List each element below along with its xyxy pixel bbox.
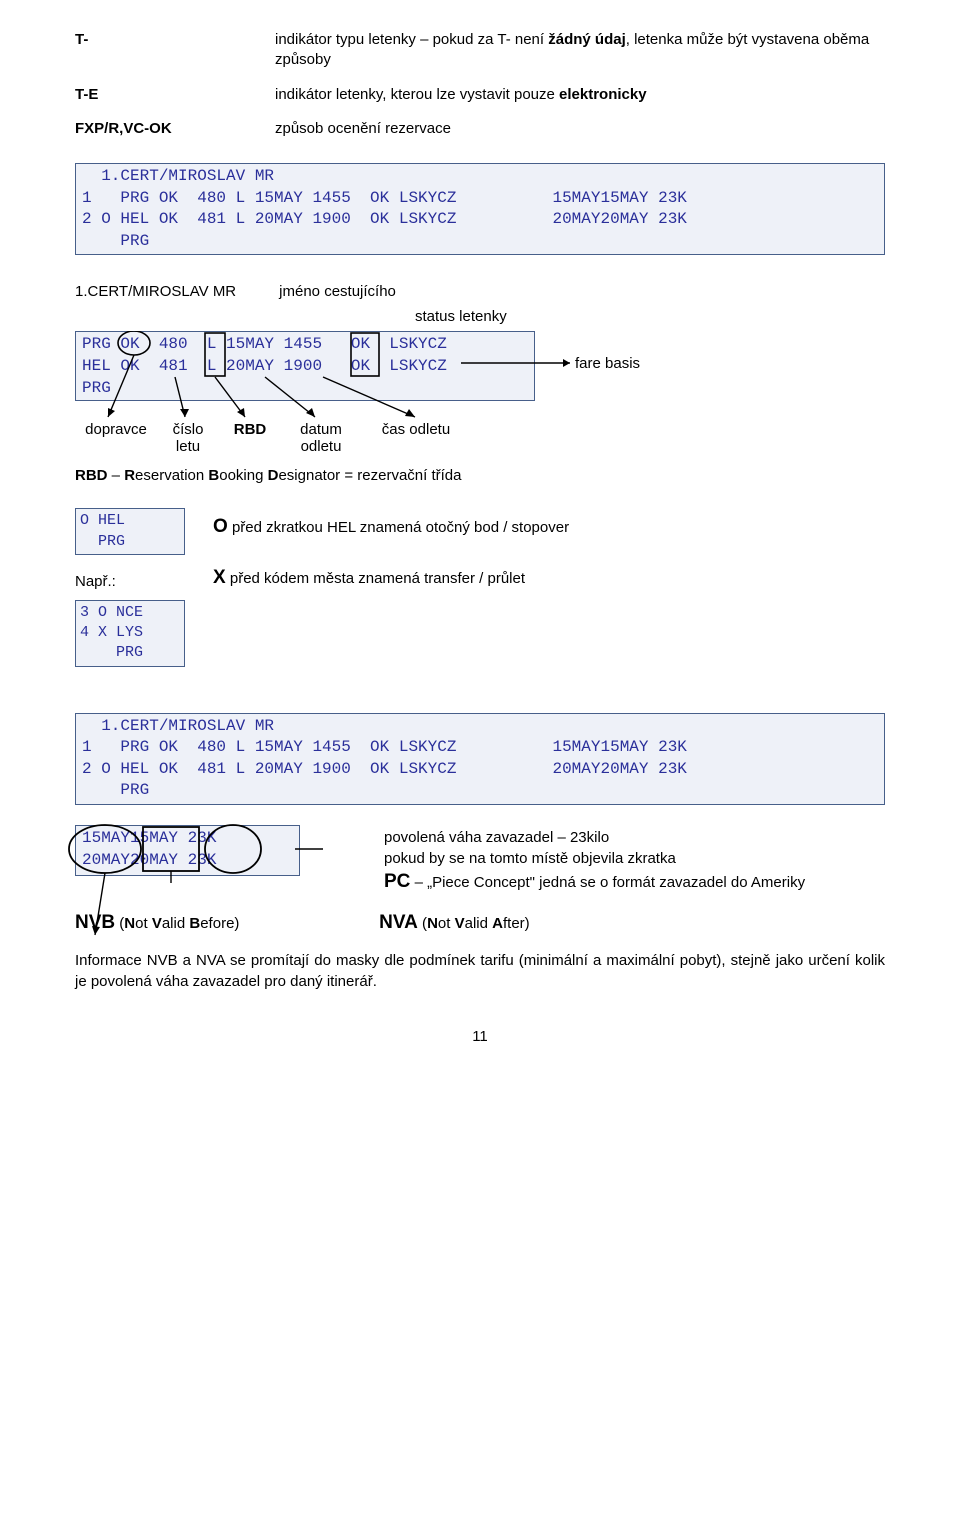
baggage-description: povolená váha zavazadel – 23kilo pokud b… (384, 827, 805, 896)
def-term: T-E (75, 85, 275, 105)
nvb-nva-row: NVB (Not Valid Before) NVA (Not Valid Af… (75, 912, 885, 934)
def-term: FXP/R,VC-OK (75, 119, 275, 139)
def-desc: způsob ocenění rezervace (275, 119, 885, 139)
column-labels: dopravce čísloletu RBD datumodletu čas o… (75, 421, 885, 455)
example-label: Např.: (75, 573, 213, 590)
def-row: T- indikátor typu letenky – pokud za T- … (75, 30, 885, 71)
passenger-name-label: 1.CERT/MIROSLAV MR jméno cestujícího (75, 283, 885, 300)
baggage-box: 15MAY15MAY 23K 20MAY20MAY 23K (75, 825, 300, 876)
footer-paragraph: Informace NVB a NVA se promítají do mask… (75, 950, 885, 992)
transfer-desc: X před kódem města znamená transfer / pr… (213, 567, 525, 667)
def-row: T-E indikátor letenky, kterou lze vystav… (75, 85, 885, 105)
def-row: FXP/R,VC-OK způsob ocenění rezervace (75, 119, 885, 139)
def-term: T- (75, 30, 275, 71)
o-box: O HEL PRG (75, 508, 185, 555)
stopover-example: O HEL PRG O před zkratkou HEL znamená ot… (75, 508, 885, 555)
def-desc: indikátor letenky, kterou lze vystavit p… (275, 85, 885, 105)
page-number: 11 (75, 1028, 885, 1045)
pnr-box-2: 1.CERT/MIROSLAV MR 1 PRG OK 480 L 15MAY … (75, 713, 885, 805)
rbd-definition: RBD – Reservation Booking Designator = r… (75, 467, 885, 484)
definitions-list: T- indikátor typu letenky – pokud za T- … (75, 30, 885, 139)
segment-box: PRG OK 480 L 15MAY 1455 OK LSKYCZ HEL OK… (75, 331, 535, 401)
def-desc: indikátor typu letenky – pokud za T- nen… (275, 30, 885, 71)
x-box: 3 O NCE 4 X LYS PRG (75, 600, 185, 667)
pnr-box-1: 1.CERT/MIROSLAV MR 1 PRG OK 480 L 15MAY … (75, 163, 885, 255)
status-label: status letenky (415, 308, 885, 325)
baggage-block: 15MAY15MAY 23K 20MAY20MAY 23K povolená v… (75, 825, 885, 896)
segment-diagram: PRG OK 480 L 15MAY 1455 OK LSKYCZ HEL OK… (75, 331, 885, 415)
fare-basis-label: fare basis (575, 355, 640, 372)
